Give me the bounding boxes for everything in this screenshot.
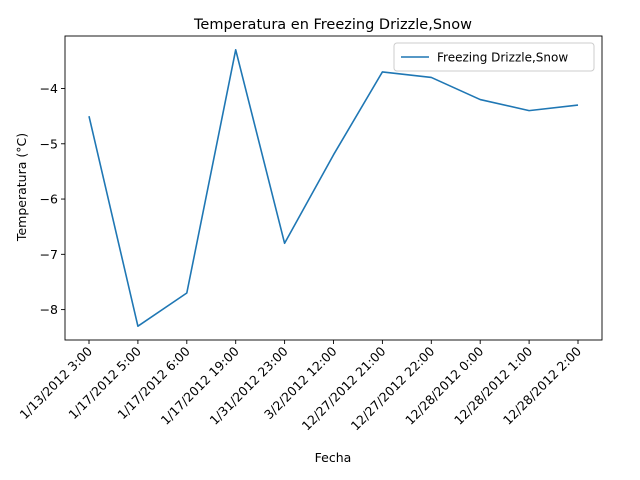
legend-box [393, 42, 595, 72]
x-axis-label: Fecha [315, 450, 352, 465]
y-tick-label: −6 [40, 192, 58, 207]
y-axis-label: Temperatura (°C) [14, 133, 29, 242]
y-axis: −8 −7 −6 −5 −4 [40, 81, 65, 317]
chart-title: Temperatura en Freezing Drizzle,Snow [193, 17, 472, 33]
legend-label: Freezing Drizzle,Snow [437, 51, 568, 65]
y-tick-label: −8 [40, 302, 58, 317]
y-tick-label: −4 [40, 81, 58, 96]
y-tick-label: −7 [40, 247, 58, 262]
legend: Freezing Drizzle,Snow [393, 42, 595, 72]
y-tick-label: −5 [40, 136, 58, 151]
